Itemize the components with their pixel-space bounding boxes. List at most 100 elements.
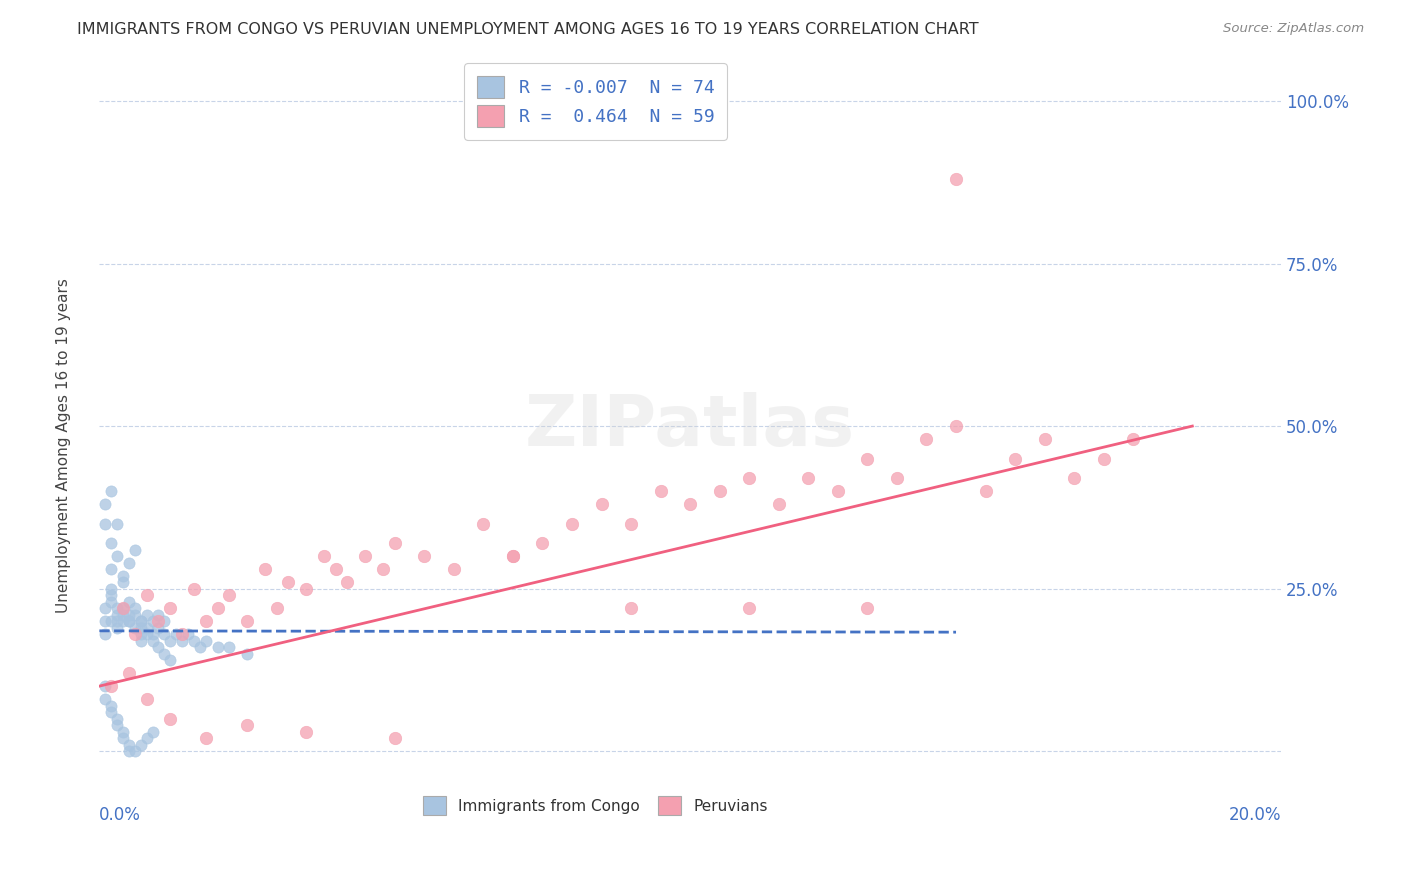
Point — [443, 562, 465, 576]
Point — [236, 647, 259, 661]
Point — [129, 614, 152, 628]
Point — [159, 633, 181, 648]
Point — [1092, 451, 1115, 466]
Point — [100, 705, 122, 719]
Point — [371, 562, 394, 576]
Point — [100, 484, 122, 499]
Point — [384, 536, 406, 550]
Point — [413, 549, 436, 563]
Point — [295, 724, 318, 739]
Point — [591, 497, 613, 511]
Point — [100, 594, 122, 608]
Point — [148, 621, 170, 635]
Point — [236, 718, 259, 732]
Point — [561, 516, 583, 531]
Point — [768, 497, 790, 511]
Point — [502, 549, 524, 563]
Point — [325, 562, 347, 576]
Point — [1063, 471, 1085, 485]
Point — [194, 633, 217, 648]
Point — [183, 582, 205, 596]
Point — [100, 588, 122, 602]
Point — [620, 516, 643, 531]
Point — [183, 633, 205, 648]
Point — [1004, 451, 1026, 466]
Text: 20.0%: 20.0% — [1229, 806, 1281, 824]
Text: Unemployment Among Ages 16 to 19 years: Unemployment Among Ages 16 to 19 years — [56, 278, 70, 614]
Point — [194, 731, 217, 745]
Point — [856, 451, 879, 466]
Point — [207, 601, 229, 615]
Point — [111, 601, 134, 615]
Point — [105, 607, 128, 622]
Point — [135, 607, 157, 622]
Point — [100, 614, 122, 628]
Point — [100, 536, 122, 550]
Point — [94, 516, 117, 531]
Point — [129, 627, 152, 641]
Point — [148, 640, 170, 654]
Point — [218, 588, 240, 602]
Point — [129, 633, 152, 648]
Point — [100, 562, 122, 576]
Point — [111, 724, 134, 739]
Point — [105, 516, 128, 531]
Point — [94, 497, 117, 511]
Point — [135, 621, 157, 635]
Point — [100, 582, 122, 596]
Point — [945, 172, 967, 186]
Point — [105, 549, 128, 563]
Point — [141, 614, 163, 628]
Text: ZIPatlas: ZIPatlas — [524, 392, 855, 460]
Point — [111, 575, 134, 590]
Point — [105, 712, 128, 726]
Point — [266, 601, 288, 615]
Text: Source: ZipAtlas.com: Source: ZipAtlas.com — [1223, 22, 1364, 36]
Point — [207, 640, 229, 654]
Point — [124, 621, 146, 635]
Point — [94, 679, 117, 693]
Point — [124, 627, 146, 641]
Point — [118, 738, 141, 752]
Point — [915, 432, 938, 446]
Point — [218, 640, 240, 654]
Point — [118, 744, 141, 758]
Point — [170, 633, 193, 648]
Point — [141, 633, 163, 648]
Point — [312, 549, 335, 563]
Point — [105, 614, 128, 628]
Point — [135, 692, 157, 706]
Point — [1122, 432, 1144, 446]
Point — [141, 627, 163, 641]
Point — [105, 718, 128, 732]
Point — [148, 614, 170, 628]
Point — [159, 712, 181, 726]
Point — [105, 621, 128, 635]
Point — [170, 627, 193, 641]
Point — [100, 698, 122, 713]
Point — [502, 549, 524, 563]
Point — [118, 614, 141, 628]
Point — [111, 607, 134, 622]
Point — [709, 484, 731, 499]
Point — [94, 601, 117, 615]
Point — [159, 601, 181, 615]
Point — [118, 607, 141, 622]
Point — [531, 536, 554, 550]
Point — [738, 601, 761, 615]
Point — [650, 484, 672, 499]
Point — [118, 556, 141, 570]
Point — [124, 542, 146, 557]
Point — [94, 692, 117, 706]
Point — [797, 471, 820, 485]
Point — [295, 582, 318, 596]
Point — [105, 601, 128, 615]
Point — [153, 614, 176, 628]
Point — [129, 614, 152, 628]
Point — [124, 601, 146, 615]
Point — [277, 575, 299, 590]
Point — [177, 627, 200, 641]
Point — [135, 731, 157, 745]
Point — [124, 744, 146, 758]
Point — [124, 607, 146, 622]
